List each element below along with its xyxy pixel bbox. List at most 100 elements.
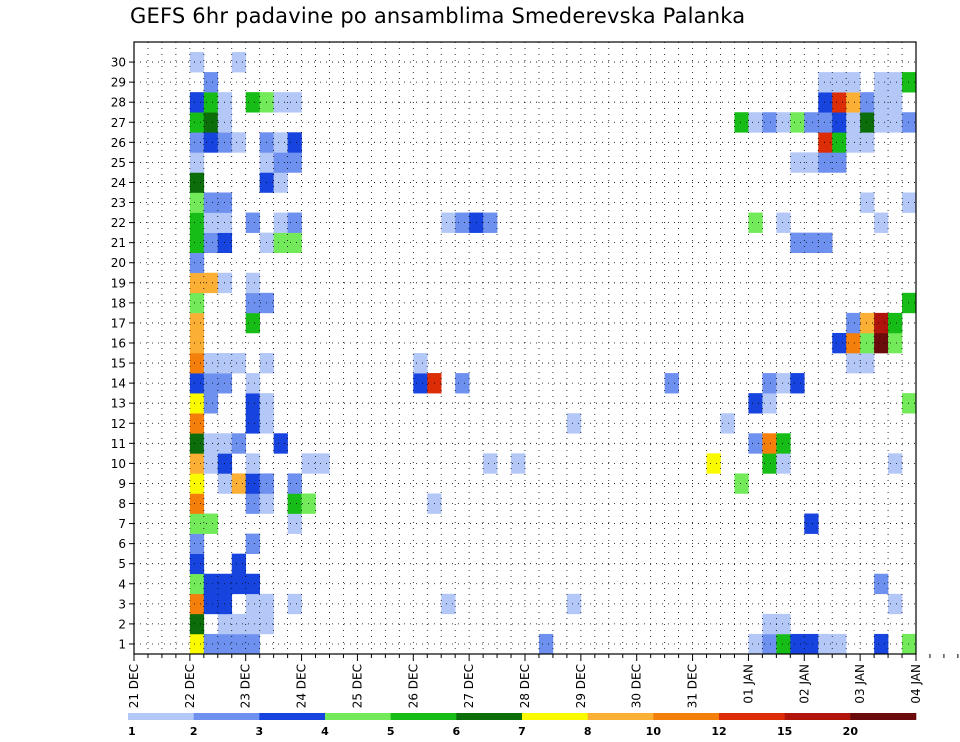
heatmap-cell bbox=[748, 433, 763, 454]
heatmap-cell bbox=[818, 92, 833, 113]
heatmap-cell bbox=[762, 633, 777, 655]
x-tick-label: 30 DEC bbox=[630, 664, 644, 708]
heatmap-cell bbox=[231, 633, 247, 655]
x-tick-label: 28 DEC bbox=[518, 664, 532, 708]
heatmap-cell bbox=[315, 453, 330, 474]
heatmap-cell bbox=[888, 312, 903, 334]
y-tick-label: 1 bbox=[118, 637, 126, 651]
y-tick-label: 10 bbox=[111, 457, 126, 471]
heatmap-cell bbox=[231, 353, 247, 374]
y-tick-label: 26 bbox=[111, 136, 126, 150]
heatmap-cell bbox=[189, 132, 205, 153]
y-tick-label: 28 bbox=[111, 96, 126, 110]
legend-label: 5 bbox=[387, 725, 395, 738]
heatmap-cell bbox=[776, 433, 791, 454]
heatmap-cell bbox=[203, 573, 219, 595]
heatmap-cell bbox=[203, 92, 219, 113]
y-tick-label: 9 bbox=[118, 477, 126, 491]
heatmap-cell bbox=[189, 172, 205, 193]
heatmap-cell bbox=[273, 433, 288, 454]
heatmap-cell bbox=[189, 192, 205, 213]
heatmap-cell bbox=[273, 212, 288, 233]
heatmap-cell bbox=[273, 132, 288, 153]
heatmap-cell bbox=[455, 212, 470, 233]
heatmap-cell bbox=[189, 232, 205, 253]
heatmap-cell bbox=[189, 413, 205, 434]
heatmap-cell bbox=[287, 513, 302, 534]
heatmap-cell bbox=[790, 633, 805, 655]
heatmap-cell bbox=[776, 373, 791, 394]
heatmap-cell bbox=[888, 72, 903, 93]
x-tick-label: 29 DEC bbox=[574, 664, 588, 708]
heatmap-cell bbox=[245, 453, 260, 474]
heatmap-cell bbox=[189, 272, 205, 294]
legend-swatch bbox=[587, 713, 654, 720]
x-tick-label: 22 DEC bbox=[183, 664, 197, 708]
heatmap-cell bbox=[832, 332, 847, 354]
heatmap-cell bbox=[874, 332, 889, 354]
heatmap-cell bbox=[874, 72, 889, 93]
y-tick-label: 30 bbox=[111, 56, 126, 70]
heatmap-cell bbox=[231, 553, 247, 575]
heatmap-cell bbox=[818, 112, 833, 133]
x-tick-label: 02 JAN bbox=[797, 664, 811, 704]
heatmap-cell bbox=[245, 573, 260, 595]
heatmap-cell bbox=[818, 132, 833, 153]
legend-swatch bbox=[325, 713, 391, 720]
heatmap-cell bbox=[804, 232, 819, 253]
heatmap-cell bbox=[189, 493, 205, 514]
x-axis: 21 DEC 22 DEC 23 DEC 24 DEC 25 DEC 26 DEC 27 D… bbox=[127, 654, 959, 708]
heatmap-cell bbox=[860, 92, 875, 113]
heatmap-cell bbox=[818, 152, 833, 173]
heatmap-cell bbox=[790, 232, 805, 253]
heatmap-cell bbox=[203, 192, 219, 213]
heatmap-cell bbox=[231, 473, 247, 494]
y-tick-label: 29 bbox=[111, 76, 126, 90]
heatmap-cell bbox=[203, 353, 219, 374]
heatmap-cell bbox=[189, 513, 205, 534]
heatmap-cell bbox=[776, 453, 791, 474]
x-tick-label: 23 DEC bbox=[239, 664, 253, 708]
heatmap-cell bbox=[245, 493, 260, 514]
heatmap-cell bbox=[189, 473, 205, 494]
heatmap-cell bbox=[902, 112, 917, 133]
heatmap-cell bbox=[189, 613, 205, 635]
heatmap-cell bbox=[189, 152, 205, 173]
y-tick-label: 14 bbox=[111, 377, 126, 391]
x-tick-label: 04 JAN bbox=[909, 664, 923, 704]
heatmap-cell bbox=[846, 92, 861, 113]
heatmap-cell bbox=[748, 212, 763, 233]
y-tick-label: 22 bbox=[111, 216, 126, 230]
heatmap-cell bbox=[189, 332, 205, 354]
y-tick-label: 17 bbox=[111, 316, 126, 330]
legend-label: 4 bbox=[321, 725, 329, 738]
heatmap-cell bbox=[776, 112, 791, 133]
heatmap-cell bbox=[804, 633, 819, 655]
heatmap-cell bbox=[287, 232, 302, 253]
heatmap-cell bbox=[231, 132, 247, 153]
heatmap-cell bbox=[888, 453, 903, 474]
heatmap-cell bbox=[566, 593, 582, 615]
heatmap-cell bbox=[776, 613, 791, 635]
legend: 1 2 3 4 5 6 7 8 10 12 15 20 bbox=[128, 713, 917, 738]
heatmap-cell bbox=[189, 353, 205, 374]
heatmap-cell bbox=[818, 72, 833, 93]
y-tick-label: 24 bbox=[111, 176, 126, 190]
heatmap-cell bbox=[189, 112, 205, 133]
y-tick-label: 12 bbox=[111, 417, 126, 431]
x-tick-label: 26 DEC bbox=[406, 664, 420, 708]
heatmap-cell bbox=[203, 212, 219, 233]
heatmap-cell bbox=[734, 112, 749, 133]
heatmap-cell bbox=[273, 152, 288, 173]
legend-swatch bbox=[719, 713, 785, 720]
heatmap-cell bbox=[203, 112, 219, 133]
heatmap-cell bbox=[203, 433, 219, 454]
legend-label: 15 bbox=[777, 725, 792, 738]
heatmap-cell bbox=[762, 373, 777, 394]
heatmap-cell bbox=[287, 493, 302, 514]
legend-label: 1 bbox=[128, 725, 136, 738]
x-tick-label: 31 DEC bbox=[686, 664, 700, 708]
heatmap-cell bbox=[804, 112, 819, 133]
heatmap-cell bbox=[483, 453, 498, 474]
heatmap-cell bbox=[189, 393, 205, 414]
